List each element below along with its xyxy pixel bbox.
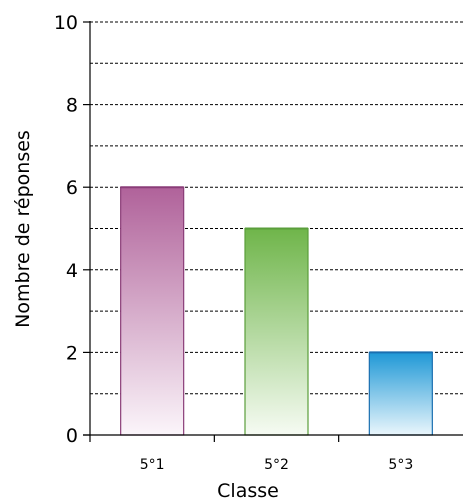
x-tick-label: 5°1 [140, 457, 165, 473]
y-tick-label: 10 [54, 12, 78, 34]
bars [120, 186, 433, 436]
x-axis-title: Classe [217, 480, 279, 500]
y-tick-label: 8 [66, 95, 78, 117]
x-tick-label: 5°2 [264, 457, 289, 473]
bar-2 [244, 227, 309, 436]
x-tick-label: 5°3 [388, 457, 413, 473]
y-tick-label: 4 [66, 260, 78, 282]
bar-3 [368, 351, 433, 436]
labels: Classe Nombre de réponses 5°1 5°2 5°3 0 2 4 6 8… [12, 12, 413, 502]
y-tick-label: 2 [66, 342, 78, 364]
y-tick-label: 0 [66, 425, 78, 447]
bar-1 [120, 186, 185, 436]
axes [83, 21, 463, 442]
y-tick-label: 6 [66, 177, 78, 199]
y-axis-title: Nombre de réponses [12, 130, 34, 328]
